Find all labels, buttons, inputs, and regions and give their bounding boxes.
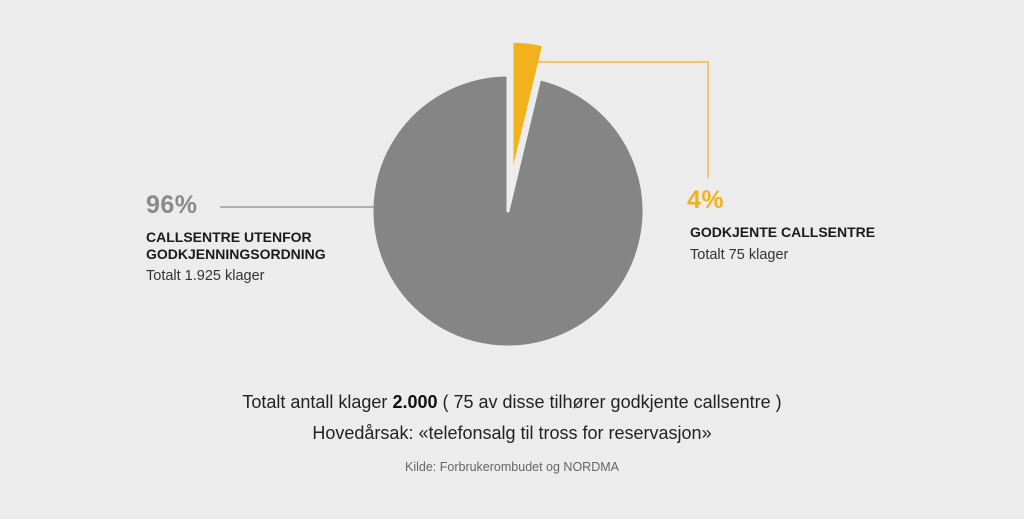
total-suffix: ( 75 av disse tilhører godkjente callsen… xyxy=(442,392,782,412)
highlight-slice-percent: 4% xyxy=(687,186,725,214)
main-slice-detail: Totalt 1.925 klager xyxy=(146,268,265,284)
main-slice-percent: 96% xyxy=(146,191,198,219)
highlight-slice-leader-line xyxy=(525,61,709,178)
pie-slice-0 xyxy=(370,73,646,349)
total-count: 2.000 xyxy=(392,392,438,412)
total-prefix: Totalt antall klager xyxy=(242,392,388,412)
total-summary: Totalt antall klager 2.000 ( 75 av disse… xyxy=(0,392,1024,413)
source-note: Kilde: Forbrukerombudet og NORDMA xyxy=(405,460,619,474)
main-cause: Hovedårsak: «telefonsalg til tross for r… xyxy=(312,423,712,443)
pie-slice-1 xyxy=(510,39,546,179)
main-slice-category: CALLSENTRE UTENFOR GODKJENNINGSORDNING xyxy=(146,229,326,262)
highlight-slice-category: GODKJENTE CALLSENTRE xyxy=(690,224,876,240)
highlight-slice-detail: Totalt 75 klager xyxy=(690,247,789,263)
